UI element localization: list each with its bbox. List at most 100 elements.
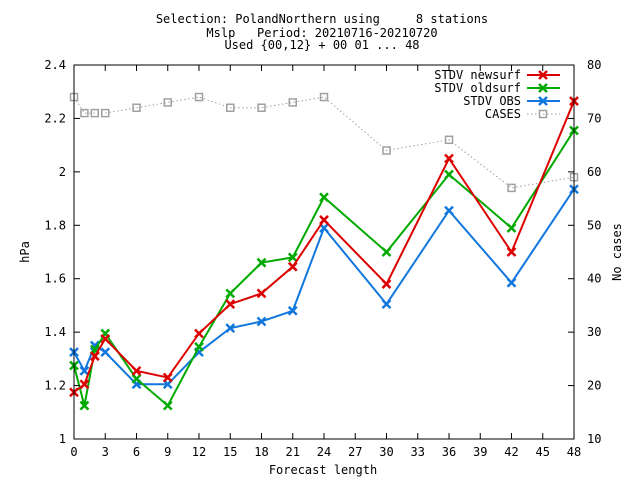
cross-stroke — [256, 257, 267, 268]
cross-stroke — [287, 252, 298, 263]
data-point — [225, 323, 236, 334]
legend-entry: CASES — [485, 107, 560, 121]
cross-stroke — [131, 365, 142, 376]
data-point — [256, 257, 267, 268]
axes-layer: 0 3 6 9 12 15 18 21 24 27 30 33 36 39 42 45 4811.21.41.6… — [44, 58, 601, 459]
data-point — [162, 400, 173, 411]
data-point — [381, 247, 392, 257]
data-point — [162, 372, 173, 383]
y2-tick-label: 30 — [587, 325, 601, 339]
legend-entry: STDV OBS — [463, 94, 560, 108]
cross-stroke — [287, 305, 298, 316]
data-point — [79, 379, 90, 390]
series-layer — [69, 92, 579, 411]
data-point — [131, 365, 142, 376]
chart-title: Selection: PolandNorthern using 8 statio… — [156, 12, 488, 52]
data-point — [194, 92, 204, 102]
y-tick-label: 2.2 — [44, 111, 66, 125]
series-stdv-oldsurf — [69, 125, 579, 411]
y2-tick-label: 80 — [587, 58, 601, 72]
y-tick-label: 1.4 — [44, 325, 66, 339]
data-point — [257, 103, 266, 112]
data-point — [319, 92, 329, 102]
title-line-1: Selection: PolandNorthern using 8 statio… — [156, 12, 488, 26]
x-tick-label: 6 — [133, 445, 140, 459]
x-tick-label: 36 — [442, 445, 456, 459]
data-point — [506, 277, 517, 288]
y-axis-label: hPa — [18, 241, 32, 263]
cross-stroke — [225, 323, 236, 334]
cross-stroke — [194, 328, 204, 339]
cross-stroke — [444, 205, 454, 216]
data-point — [79, 400, 90, 411]
data-point — [444, 169, 454, 180]
square-marker — [194, 92, 204, 102]
data-point — [100, 333, 111, 344]
cross-stroke — [162, 400, 173, 411]
cross-stroke — [79, 400, 90, 411]
cross-stroke — [444, 169, 454, 180]
x-tick-label: 39 — [473, 445, 487, 459]
cross-stroke — [89, 351, 100, 362]
cross-stroke — [381, 299, 392, 309]
y-tick-label: 1.2 — [44, 379, 66, 393]
data-point — [194, 341, 204, 352]
data-point — [131, 374, 142, 384]
x-tick-label: 0 — [70, 445, 77, 459]
data-point — [256, 316, 267, 327]
y2-tick-label: 20 — [587, 379, 601, 393]
data-point — [226, 103, 235, 112]
cross-stroke — [131, 374, 142, 384]
cross-stroke — [79, 379, 90, 390]
data-point — [287, 261, 298, 272]
x-tick-label: 45 — [536, 445, 550, 459]
x-tick-label: 15 — [223, 445, 237, 459]
data-point — [163, 98, 172, 107]
data-point — [101, 108, 110, 118]
cross-stroke — [256, 288, 267, 299]
data-point — [381, 299, 392, 309]
y-tick-label: 1.6 — [44, 272, 66, 286]
data-point — [288, 98, 297, 107]
y-tick-label: 1 — [59, 432, 66, 446]
data-point — [90, 108, 100, 118]
square-marker — [101, 108, 110, 118]
data-point — [381, 279, 392, 289]
square-marker — [288, 98, 297, 107]
series-stdv-obs — [69, 184, 579, 390]
legend-marker — [538, 83, 548, 93]
data-point — [79, 365, 90, 376]
data-point — [89, 351, 100, 362]
square-marker — [80, 108, 89, 118]
cross-stroke — [444, 153, 454, 164]
x-tick-label: 27 — [348, 445, 362, 459]
cross-stroke — [100, 347, 111, 358]
legend-marker — [538, 96, 548, 106]
cross-stroke — [381, 247, 392, 257]
cross-stroke — [319, 215, 329, 225]
x-tick-label: 12 — [192, 445, 206, 459]
series-line — [73, 100, 575, 394]
y-tick-label: 2.4 — [44, 58, 66, 72]
x-axis-label: Forecast length — [269, 463, 377, 477]
series-stdv-newsurf — [69, 96, 579, 398]
title-line-2: Mslp Period: 20210716-20210720 — [206, 26, 437, 40]
y2-tick-label: 10 — [587, 432, 601, 446]
x-tick-label: 33 — [411, 445, 425, 459]
square-marker — [163, 98, 172, 107]
title-line-3: Used {00,12} + 00 01 ... 48 — [224, 38, 419, 52]
legend-marker — [538, 109, 548, 119]
y-tick-label: 1.8 — [44, 218, 66, 232]
cross-stroke — [506, 223, 517, 233]
data-point — [444, 205, 454, 216]
square-marker — [507, 183, 516, 193]
cross-stroke — [319, 192, 329, 203]
cross-stroke — [225, 288, 236, 299]
data-point — [319, 192, 329, 203]
cross-stroke — [256, 316, 267, 327]
data-point — [194, 328, 204, 339]
square-marker — [226, 103, 235, 112]
cross-stroke — [287, 261, 298, 272]
